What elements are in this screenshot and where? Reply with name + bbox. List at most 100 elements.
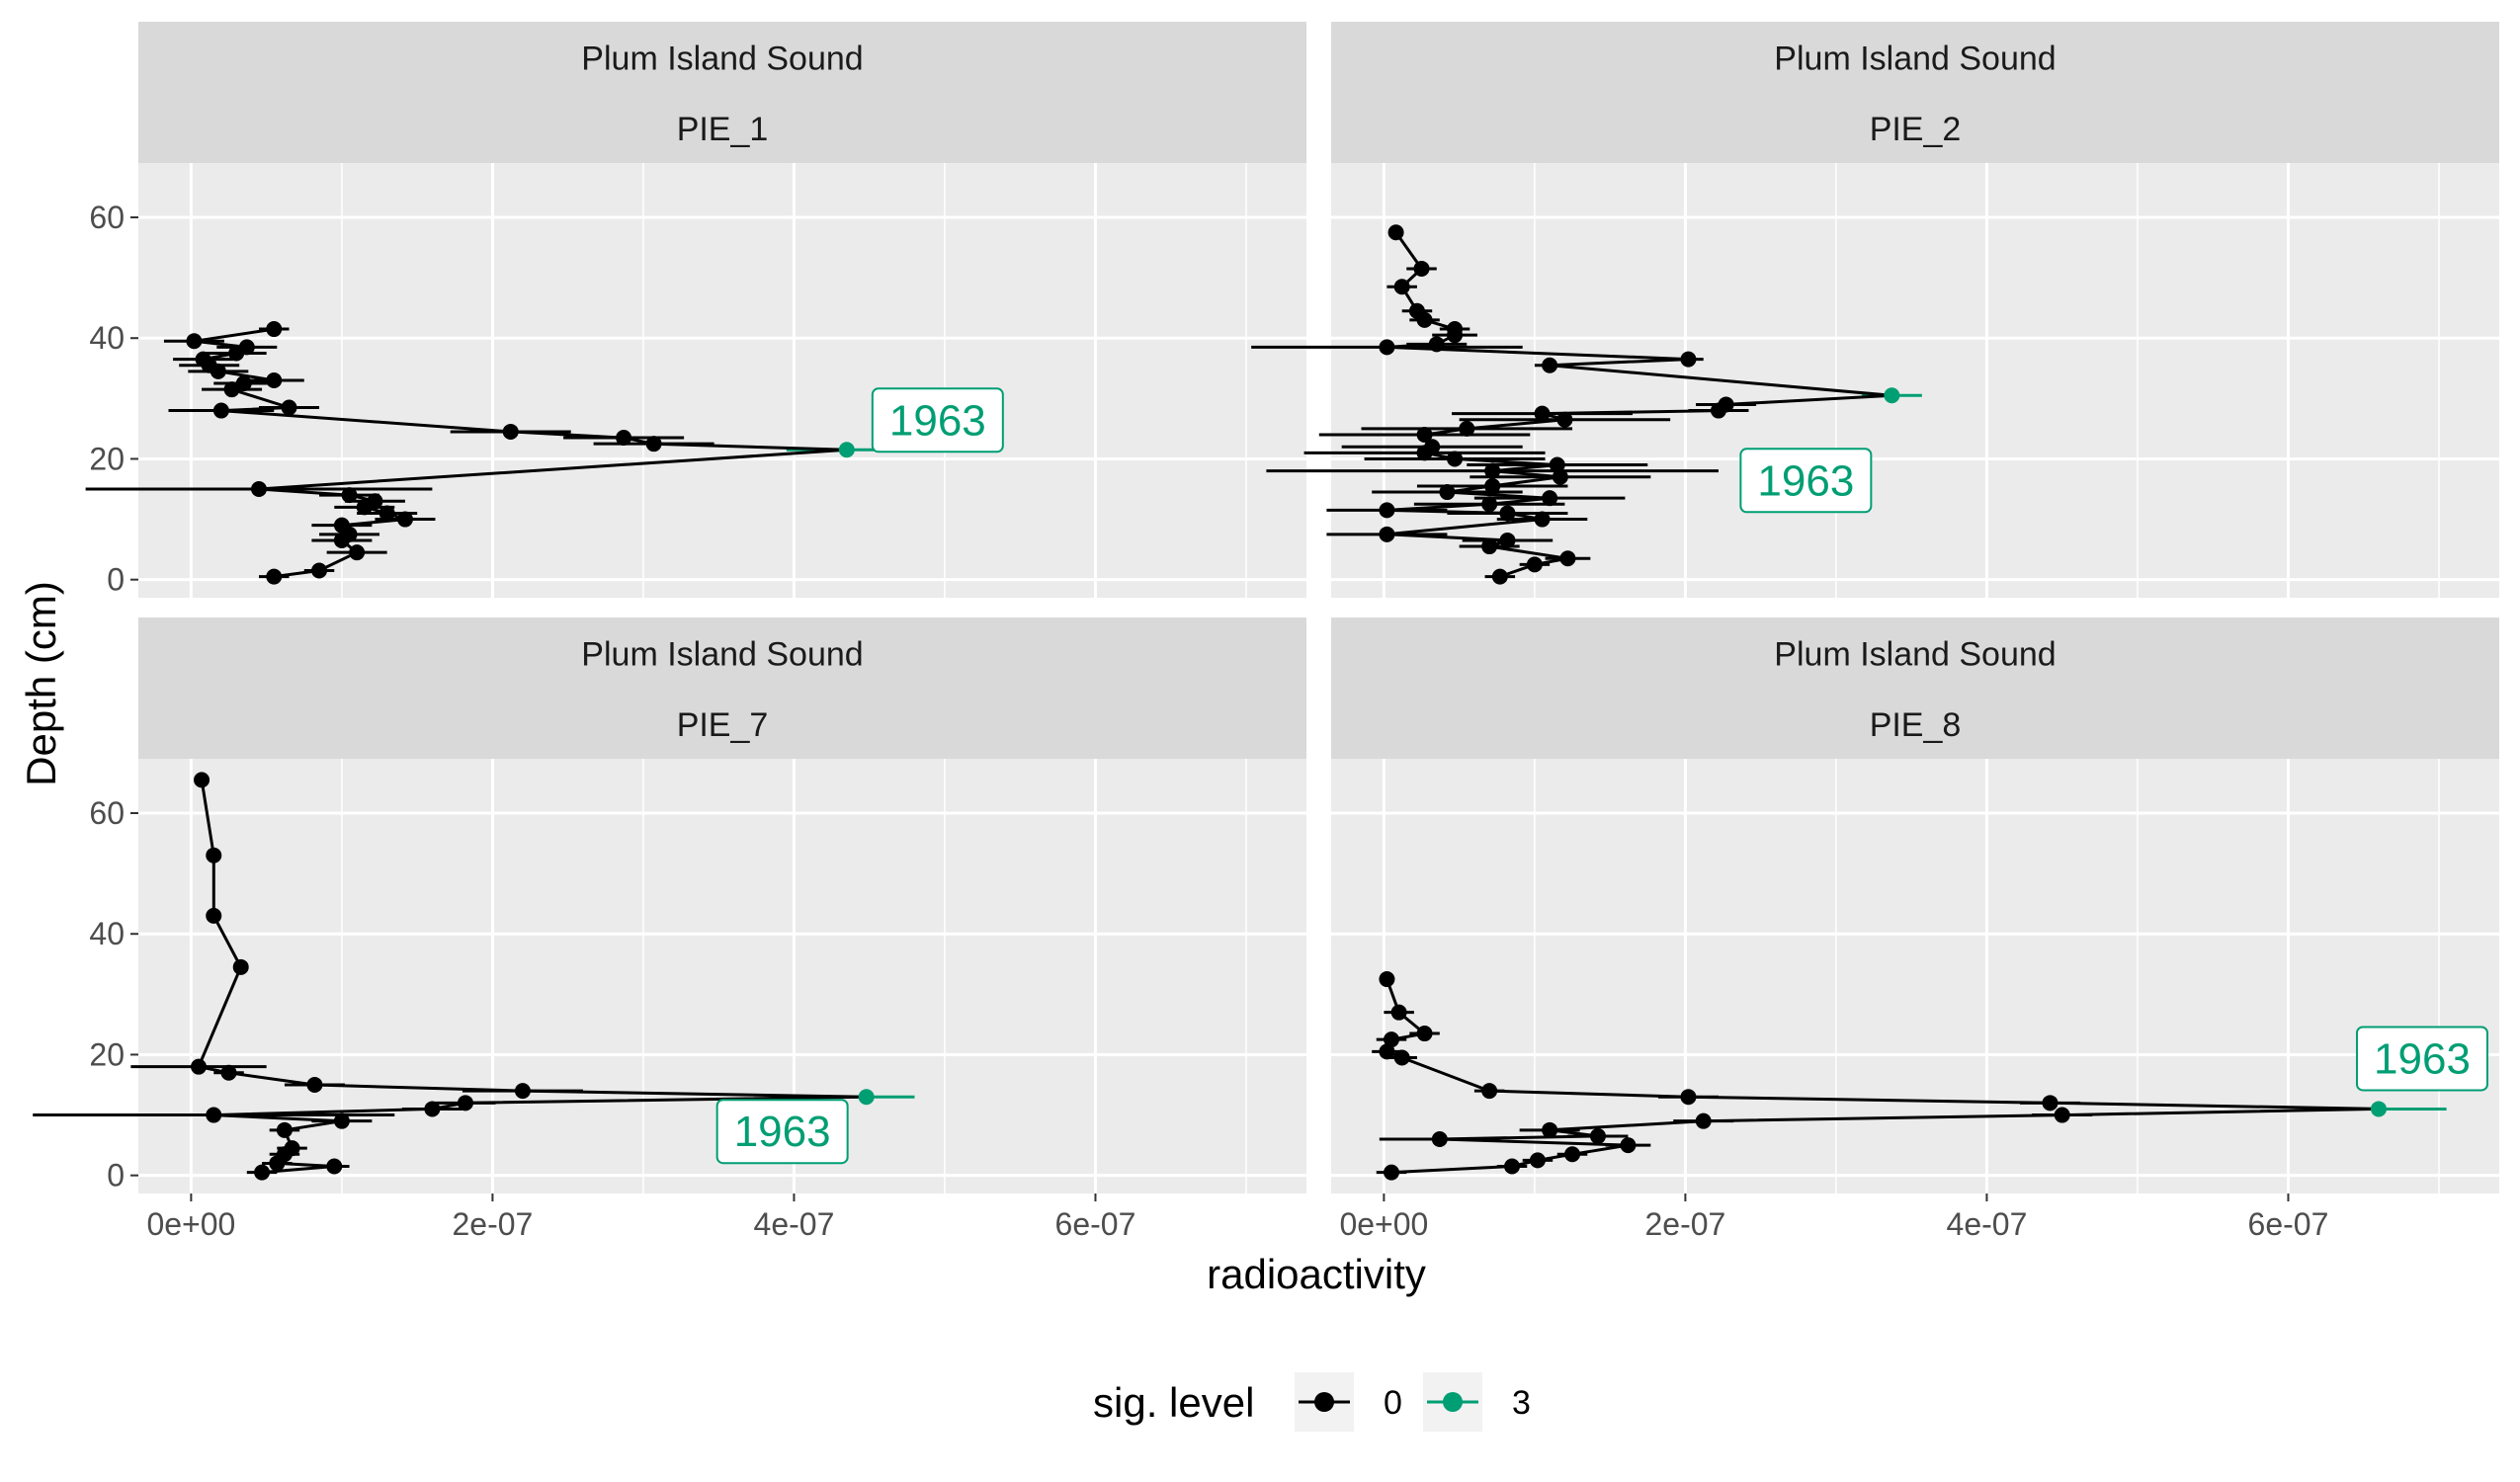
data-point <box>1499 532 1516 548</box>
data-point <box>284 1140 300 1157</box>
data-point <box>1526 556 1543 573</box>
data-point <box>1718 396 1734 413</box>
data-point <box>1393 1049 1410 1066</box>
data-point <box>281 399 297 416</box>
data-point <box>1589 1127 1606 1144</box>
data-point <box>266 372 283 388</box>
annotation-label: 1963 <box>889 396 986 445</box>
data-point <box>1447 321 1464 338</box>
data-point <box>220 1064 237 1081</box>
data-point <box>1481 538 1498 555</box>
data-point <box>206 847 222 864</box>
annotation-box <box>1739 448 1873 514</box>
data-point <box>1416 1026 1433 1042</box>
data-point <box>502 423 519 440</box>
annotation-label: 1963 <box>734 1108 831 1156</box>
data-point <box>1504 1158 1521 1175</box>
data-point <box>514 1083 531 1100</box>
data-point-sig3 <box>858 1089 875 1106</box>
gridlines <box>1331 163 2499 598</box>
data-point <box>1447 451 1464 467</box>
data-point <box>1393 279 1410 295</box>
data-point-sig3 <box>2370 1101 2387 1117</box>
data-points <box>1379 224 1900 585</box>
strip-site-label: Plum Island Sound <box>1774 41 2056 78</box>
panel-pie-8: Plum Island Sound PIE_8 0e+00 2e-07 4e-07 6e-… <box>1331 618 2499 1242</box>
data-point <box>1384 1031 1400 1048</box>
y-tick-label: 20 <box>89 1036 125 1072</box>
y-axis-title: Depth (cm) <box>18 581 64 786</box>
data-point <box>326 1158 343 1175</box>
data-point <box>1695 1112 1712 1129</box>
data-point <box>232 958 249 975</box>
axis-titles: radioactivity Depth (cm) <box>18 581 1426 1297</box>
data-point <box>1552 468 1568 485</box>
data-point <box>1499 505 1516 522</box>
data-point <box>1413 260 1430 277</box>
data-point <box>212 402 229 419</box>
data-point <box>1542 1121 1558 1138</box>
data-point <box>276 1121 293 1138</box>
data-point <box>195 351 211 368</box>
data-point <box>1542 357 1558 373</box>
data-point <box>1559 550 1576 567</box>
data-point <box>191 1058 208 1075</box>
data-point <box>251 481 268 497</box>
data-point <box>311 562 328 579</box>
data-point <box>1564 1146 1581 1163</box>
data-point-sig3 <box>1884 387 1900 404</box>
strip-site-label: Plum Island Sound <box>581 41 863 78</box>
data-point <box>206 1107 222 1123</box>
y-tick-label: 60 <box>89 795 125 831</box>
x-tick-label: 2e-07 <box>1644 1206 1725 1242</box>
data-point <box>1459 420 1475 437</box>
y-tick-label: 40 <box>89 320 125 356</box>
strip-core-label: PIE_2 <box>1870 111 1962 148</box>
data-point <box>1379 1043 1395 1060</box>
data-point <box>254 1164 271 1181</box>
data-point <box>1439 484 1456 501</box>
panel-pie-1: Plum Island Sound PIE_1 0 20 40 60 1963 <box>85 22 1306 598</box>
x-tick-label: 6e-07 <box>2248 1206 2329 1242</box>
data-points <box>186 321 855 585</box>
data-point <box>1534 405 1551 422</box>
y-tick-label: 20 <box>89 441 125 476</box>
strip-background <box>138 22 1306 163</box>
data-point <box>1379 339 1395 356</box>
data-point <box>1529 1152 1546 1169</box>
data-point <box>1620 1137 1637 1154</box>
strip-core-label: PIE_1 <box>677 111 769 148</box>
data-point <box>1484 462 1501 479</box>
annotation-box <box>715 1099 849 1165</box>
y-tick-label: 40 <box>89 916 125 951</box>
data-point <box>1431 1131 1448 1147</box>
plot-background <box>1331 163 2499 598</box>
legend-key-point <box>1314 1392 1334 1412</box>
strip-background <box>1331 618 2499 759</box>
data-point <box>1481 1083 1498 1100</box>
panel-pie-7: Plum Island Sound PIE_7 0 20 40 60 0e+00 2e-07 4… <box>33 618 1306 1242</box>
strip-background <box>1331 22 2499 163</box>
strip-core-label: PIE_8 <box>1870 706 1962 744</box>
annotation-1963: 1963 <box>2355 1026 2488 1092</box>
gridlines <box>138 759 1306 1194</box>
x-tick-label: 6e-07 <box>1055 1206 1136 1242</box>
data-point <box>1424 439 1441 455</box>
data-point <box>333 517 350 534</box>
x-tick-label: 4e-07 <box>1947 1206 2028 1242</box>
data-point <box>645 436 662 453</box>
data-point <box>1534 511 1551 528</box>
data-point <box>341 487 358 504</box>
x-axis-title: radioactivity <box>1207 1251 1426 1297</box>
data-point <box>1484 477 1501 494</box>
x-tick-label: 4e-07 <box>754 1206 835 1242</box>
annotation-box <box>871 387 1004 453</box>
data-point <box>1416 427 1433 443</box>
legend-item: 3 <box>1423 1372 1531 1432</box>
data-point <box>223 381 240 398</box>
data-point <box>378 505 395 522</box>
data-point <box>235 375 252 392</box>
data-point <box>1481 496 1498 513</box>
